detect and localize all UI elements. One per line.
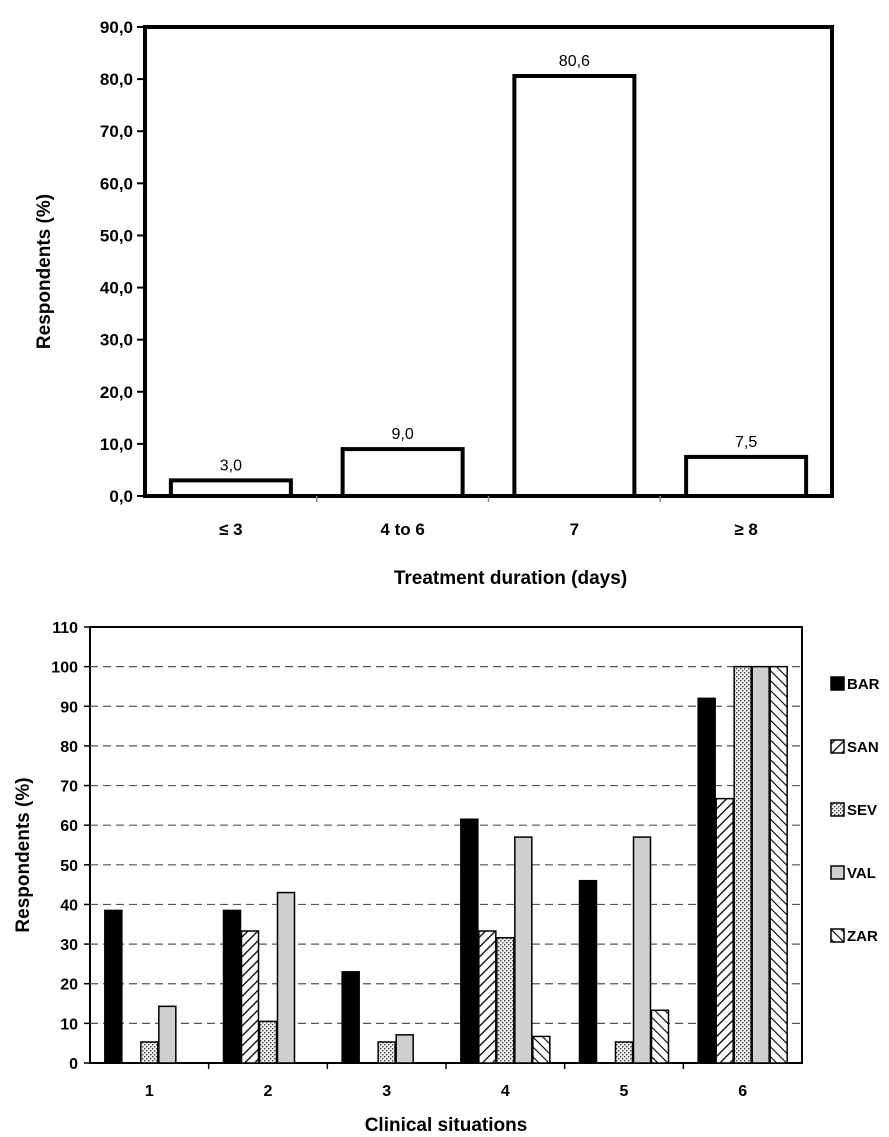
x-tick-label: 2 <box>264 1083 273 1100</box>
bar <box>340 447 465 499</box>
bar-zar <box>532 1035 551 1064</box>
clinical-situations-chart: 0 10 20 30 40 50 60 70 80 90 100 110 1 2 3 4 5 6 Clinical … <box>13 620 880 1136</box>
legend-swatch-bar <box>830 676 845 691</box>
x-tick-label: 6 <box>738 1083 747 1100</box>
y-tick-label: 30,0 <box>100 331 133 350</box>
x-tick-label: ≤ 3 <box>219 520 243 539</box>
y-axis-title: Respondents (%) <box>13 777 34 932</box>
bar <box>512 73 637 499</box>
bar-val <box>395 1034 414 1064</box>
legend-label-zar: ZAR <box>847 928 878 945</box>
y-tick-label: 40,0 <box>100 279 133 298</box>
bar-sev <box>496 936 515 1064</box>
legend-label-bar: BAR <box>847 676 880 693</box>
y-tick-label: 90 <box>60 699 78 716</box>
legend-label-san: SAN <box>847 739 879 756</box>
y-tick-label: 40 <box>60 897 78 914</box>
y-tick-label: 10,0 <box>100 435 133 454</box>
bar-sev <box>733 665 752 1064</box>
x-tick-label: 4 to 6 <box>380 520 424 539</box>
legend-label-val: VAL <box>847 865 876 882</box>
y-tick-label: 110 <box>52 620 78 637</box>
y-tick-label: 30 <box>60 937 78 954</box>
y-tick-label: 90,0 <box>100 18 133 37</box>
y-axis-title: Respondents (%) <box>34 194 55 349</box>
bar-sev <box>377 1041 396 1064</box>
bar-bar <box>697 697 716 1064</box>
bar-sev <box>614 1041 634 1064</box>
data-label: 80,6 <box>559 53 590 70</box>
x-tick-label: 7 <box>570 520 579 539</box>
bar-sev <box>258 1020 278 1064</box>
data-label: 7,5 <box>735 434 757 451</box>
y-tick-label: 70,0 <box>100 122 133 141</box>
bar-zar <box>769 665 788 1064</box>
y-tick-label: 70 <box>60 779 78 796</box>
bar-val <box>632 836 652 1064</box>
bar <box>168 478 293 499</box>
bar <box>684 454 809 498</box>
legend-label-sev: SEV <box>847 802 877 819</box>
bar-sev <box>140 1041 159 1064</box>
legend-swatch-val <box>830 865 845 880</box>
bar-bar <box>222 909 242 1064</box>
x-tick-label: ≥ 8 <box>734 520 758 539</box>
plot-frame <box>143 25 834 498</box>
y-tick-label: 20 <box>60 977 78 994</box>
bar-bar <box>460 818 479 1064</box>
bar-san <box>478 930 497 1064</box>
bar-san <box>715 797 734 1064</box>
y-tick-label: 80 <box>60 739 78 756</box>
y-tick-label: 0 <box>69 1056 78 1073</box>
legend-swatch-sev <box>830 802 845 817</box>
bar-san <box>240 930 260 1064</box>
bar-val <box>514 836 533 1064</box>
data-label: 9,0 <box>392 426 414 443</box>
legend-swatch-zar <box>830 928 845 943</box>
legend-swatch-san <box>830 739 845 754</box>
y-tick-label: 100 <box>51 660 78 677</box>
treatment-duration-chart: 0,0 10,0 20,0 30,0 40,0 50,0 60,0 70,0 80,0 90,0 3… <box>34 18 834 589</box>
y-tick-label: 50,0 <box>100 226 133 245</box>
y-tick-label: 0,0 <box>109 487 133 506</box>
y-tick-label: 60 <box>60 818 78 835</box>
x-tick-label: 4 <box>501 1083 510 1100</box>
y-tick-label: 60,0 <box>100 174 133 193</box>
bar-val <box>276 891 296 1064</box>
bar-val <box>751 665 770 1064</box>
x-tick-label: 1 <box>145 1083 154 1100</box>
x-tick-label: 3 <box>382 1083 391 1100</box>
y-tick-label: 50 <box>60 858 78 875</box>
bar-bar <box>104 909 123 1064</box>
x-axis-title: Clinical situations <box>365 1115 528 1136</box>
bar-zar <box>650 1009 670 1064</box>
x-tick-label: 5 <box>620 1083 629 1100</box>
bar-bar <box>578 879 598 1064</box>
y-tick-label: 80,0 <box>100 70 133 89</box>
y-tick-label: 20,0 <box>100 383 133 402</box>
plot-frame <box>89 626 803 1064</box>
bar-bar <box>341 971 360 1064</box>
data-label: 3,0 <box>220 457 242 474</box>
x-axis-title: Treatment duration (days) <box>394 568 627 589</box>
bar-val <box>158 1005 177 1064</box>
y-tick-label: 10 <box>60 1016 78 1033</box>
